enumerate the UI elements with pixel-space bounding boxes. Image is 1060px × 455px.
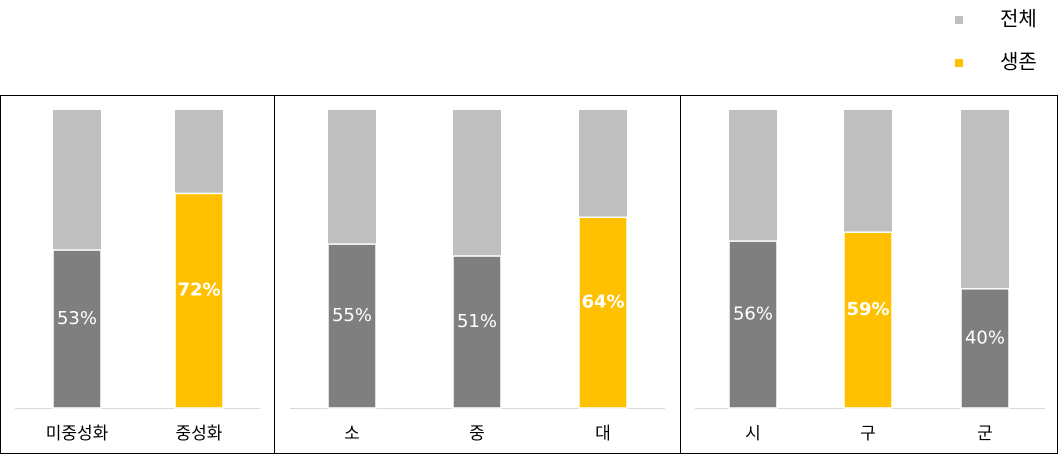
legend-label: 전체: [1000, 7, 1037, 31]
x-tick-label: 구: [860, 424, 876, 444]
bar: [52, 249, 102, 409]
bar: [452, 255, 502, 409]
value-label: 64%: [581, 292, 624, 313]
value-label: 51%: [457, 311, 497, 332]
value-label: 56%: [733, 304, 773, 325]
x-tick-label: 시: [745, 424, 761, 444]
x-tick-label: 대: [595, 424, 611, 444]
legend-label: 생존: [1000, 50, 1037, 74]
bar: [960, 288, 1010, 409]
legend-swatch: [955, 16, 963, 24]
bar: [578, 216, 628, 409]
value-label: 59%: [846, 299, 889, 320]
x-tick-label: 미중성화: [46, 424, 109, 444]
panel-border: [680, 95, 1058, 454]
bar: [327, 243, 377, 409]
legend-swatch: [955, 59, 963, 67]
x-tick-label: 중: [469, 424, 485, 444]
x-tick-label: 군: [977, 424, 993, 444]
bar: [174, 192, 224, 409]
panel-border: [0, 95, 275, 454]
value-label: 55%: [332, 305, 372, 326]
value-label: 53%: [57, 308, 97, 329]
x-tick-label: 소: [344, 424, 360, 444]
value-label: 40%: [965, 327, 1005, 348]
bar: [843, 231, 893, 409]
value-label: 72%: [177, 280, 220, 301]
x-tick-label: 중성화: [176, 424, 223, 444]
bar: [728, 240, 778, 409]
